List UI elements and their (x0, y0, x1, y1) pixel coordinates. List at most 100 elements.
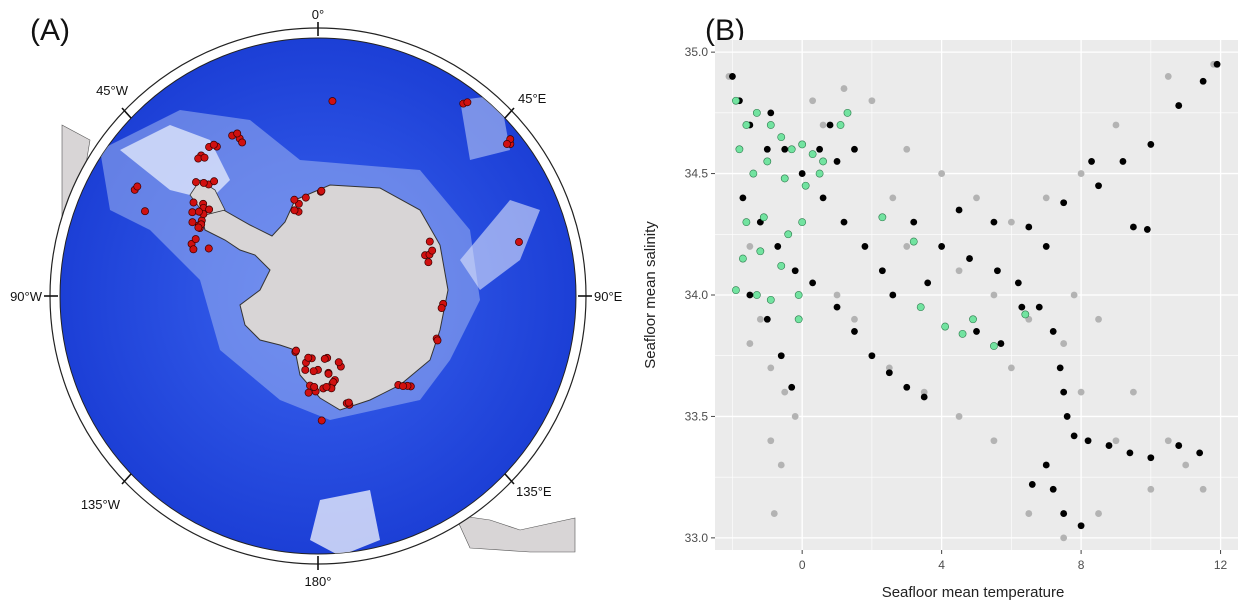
scatter-point-series-2 (1028, 481, 1036, 488)
scatter-point-series-3 (815, 169, 824, 178)
scatter-point-series-2 (1126, 449, 1134, 457)
scatter-point-series-3 (969, 315, 977, 324)
scatter-point-series-1 (955, 267, 963, 275)
site-marker (503, 140, 511, 148)
scatter-point-series-3 (766, 295, 775, 304)
scatter-point-series-2 (1147, 141, 1155, 148)
site-marker (204, 244, 213, 253)
scatter-point-series-3 (798, 140, 807, 149)
scatter-point-series-3 (749, 169, 758, 178)
site-marker (192, 178, 200, 187)
site-marker (310, 382, 319, 391)
scatter-point-series-3 (990, 342, 998, 350)
scatter-point-series-2 (1025, 223, 1033, 231)
site-marker (189, 198, 198, 207)
scatter-point-series-1 (777, 461, 785, 469)
scatter-point-series-1 (746, 243, 754, 250)
scatter-point-series-2 (746, 291, 754, 299)
site-marker (238, 138, 247, 147)
scatter-point-series-1 (1112, 437, 1120, 445)
scatter-point-series-1 (955, 413, 963, 420)
site-marker (463, 98, 472, 107)
scatter-point-series-2 (868, 352, 876, 360)
scatter-point-series-2 (990, 218, 998, 226)
scatter-point-series-2 (878, 267, 886, 275)
scatter-point-series-1 (1130, 388, 1137, 396)
site-marker (188, 218, 197, 227)
scatter-point-series-1 (1070, 291, 1078, 299)
label-0: 0° (312, 7, 324, 22)
scatter-point-series-2 (767, 109, 775, 117)
label-180: 180° (305, 574, 332, 589)
scatter-point-series-1 (767, 437, 775, 445)
scatter-point-series-1 (1042, 194, 1050, 202)
scatter-point-series-1 (1025, 510, 1033, 517)
y-axis-label: Seafloor mean salinity (642, 221, 659, 369)
scatter-point-series-1 (1077, 388, 1085, 396)
scatter-point-series-3 (784, 230, 793, 239)
scatter-point-series-1 (885, 364, 893, 372)
scatter-point-series-3 (752, 291, 761, 299)
compass-ticks (44, 22, 592, 570)
x-tick-label: 8 (1078, 558, 1085, 572)
site-marker (304, 353, 313, 362)
scatter-point-series-2 (809, 279, 817, 287)
scatter-point-series-2 (791, 267, 799, 275)
scatter-point-series-2 (763, 145, 771, 153)
site-marker (194, 207, 203, 216)
scatter-point-series-2 (966, 255, 973, 262)
scatter-point-series-3 (801, 181, 810, 190)
site-marker (322, 382, 331, 391)
site-marker (425, 237, 434, 246)
site-markers (130, 97, 523, 425)
scatter-point-series-1 (1199, 485, 1207, 493)
site-marker (344, 398, 353, 407)
scatter-point-series-2 (1130, 223, 1137, 231)
scatter-point-series-3 (1021, 310, 1030, 319)
scatter-point-series-1 (889, 194, 897, 202)
scatter-point-series-2 (1143, 226, 1151, 233)
scatter-point-series-2 (1049, 485, 1057, 493)
x-tick-label: 12 (1214, 558, 1228, 572)
scatter-point-series-2 (1060, 510, 1068, 517)
scatter-point-series-3 (794, 291, 803, 299)
scatter-point-series-2 (1035, 303, 1043, 311)
site-marker (317, 186, 326, 195)
scatter-point-series-2 (819, 194, 827, 202)
site-marker (292, 346, 301, 355)
scatter-point-series-2 (1213, 60, 1221, 68)
scatter-point-series-2 (1077, 522, 1085, 530)
site-marker (301, 193, 310, 202)
x-tick-label: 0 (799, 558, 806, 572)
site-marker (209, 140, 218, 149)
site-marker (141, 207, 149, 216)
scatter-point-series-1 (903, 145, 911, 153)
label-135e: 135°E (516, 484, 552, 499)
label-90w: 90°W (10, 289, 43, 304)
site-marker (133, 182, 142, 191)
scatter-point-series-3 (941, 322, 950, 331)
y-tick-label: 35.0 (685, 45, 709, 59)
scatter-point-series-3 (738, 254, 747, 263)
scatter-point-series-1 (1164, 437, 1172, 445)
scatter-point-series-3 (777, 261, 786, 270)
site-marker (188, 208, 197, 217)
scatter-point-series-1 (1182, 461, 1190, 469)
scatter-point-series-2 (826, 121, 834, 129)
label-90e: 90°E (594, 289, 623, 304)
scatter-point-series-3 (878, 213, 887, 222)
site-marker (199, 179, 208, 187)
site-marker (290, 195, 299, 204)
scatter-point-series-1 (1007, 218, 1015, 226)
scatter-point-series-2 (1063, 413, 1071, 420)
scatter-point-series-2 (1018, 303, 1026, 311)
grid-lines (715, 40, 1238, 550)
label-45w: 45°W (96, 83, 129, 98)
scatter-point-series-2 (1147, 454, 1155, 462)
scatter-point-series-1 (973, 194, 980, 202)
scatter-point-series-1 (851, 315, 858, 323)
scatter-plot: 0 4 8 12 33.0 33.5 34.0 34.5 35.0 Seafloor mean … (642, 40, 1238, 600)
scatter-point-series-2 (798, 170, 806, 177)
site-marker (210, 177, 219, 186)
scatter-point-series-3 (780, 174, 789, 183)
